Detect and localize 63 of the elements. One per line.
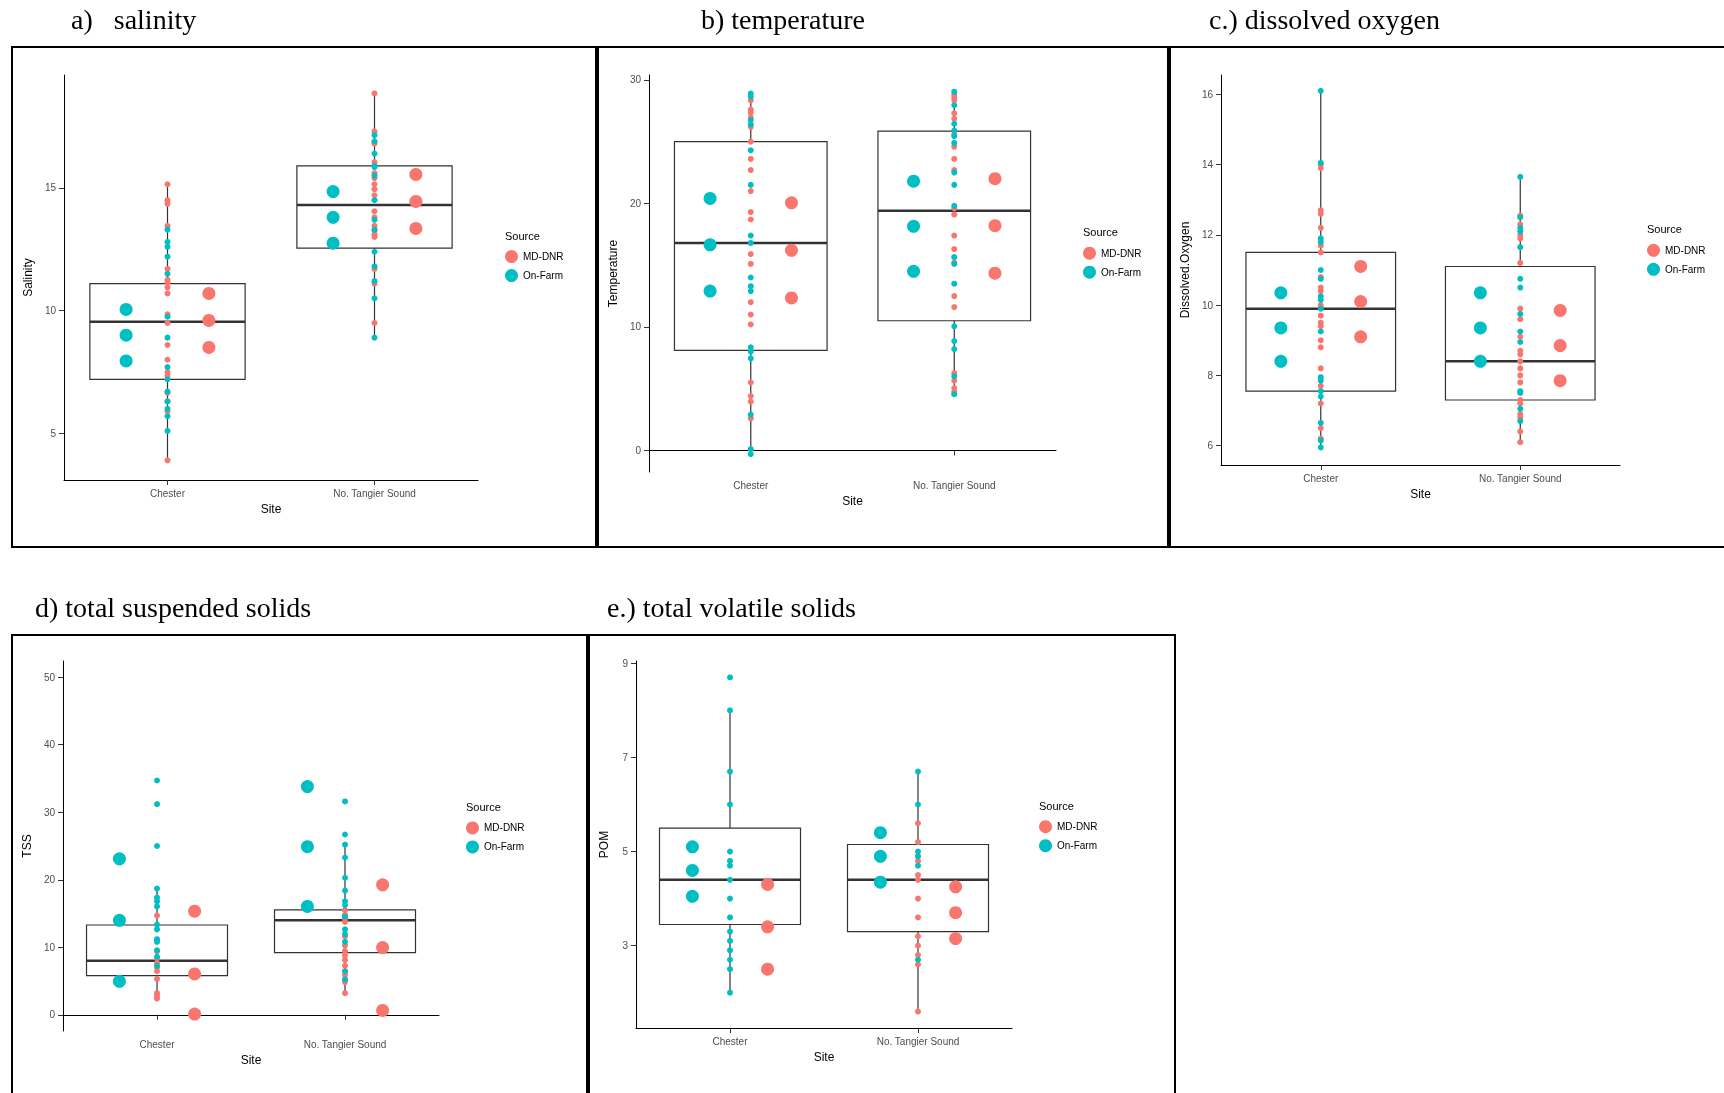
- y-tick-label: 14: [1201, 159, 1214, 171]
- y-axis-title: TSS: [20, 834, 34, 858]
- legend-title: Source: [1039, 799, 1074, 812]
- x-tick-label: No. Tangier Sound: [303, 1038, 387, 1050]
- legend-label: MD-DNR: [1101, 247, 1142, 259]
- legend-label: On-Farm: [1665, 263, 1705, 275]
- legend-title: Source: [466, 800, 501, 813]
- x-tick-label: Chester: [139, 1038, 176, 1050]
- x-tick-label: Chester: [712, 1035, 749, 1047]
- y-tick-label: 0: [635, 444, 642, 456]
- chart-title: e.) total volatile solids: [607, 592, 856, 624]
- x-tick-label: Chester: [733, 479, 769, 491]
- y-tick-label: 30: [43, 806, 56, 818]
- y-tick-label: 50: [43, 671, 56, 683]
- legend-label: MD-DNR: [1665, 244, 1706, 256]
- y-tick-label: 20: [43, 874, 56, 886]
- y-tick-label: 7: [622, 751, 629, 763]
- x-axis-title: Site: [842, 493, 864, 508]
- y-tick-label: 10: [629, 321, 642, 333]
- y-tick-label: 12: [1201, 229, 1214, 241]
- legend-label: MD-DNR: [523, 251, 564, 263]
- y-axis-title: Temperature: [606, 239, 620, 308]
- legend-label: On-Farm: [523, 270, 563, 282]
- y-tick-label: 6: [1207, 440, 1214, 452]
- x-tick-label: No. Tangier Sound: [1478, 472, 1562, 484]
- y-tick-label: 20: [629, 197, 642, 209]
- legend-title: Source: [1083, 226, 1118, 239]
- y-tick-label: 10: [43, 941, 56, 953]
- x-axis-title: Site: [260, 501, 282, 516]
- y-tick-label: 5: [50, 427, 57, 439]
- x-tick-label: No. Tangier Sound: [912, 479, 996, 491]
- legend-label: On-Farm: [1057, 840, 1097, 852]
- legend-title: Source: [1647, 223, 1682, 236]
- chart-title: b) temperature: [701, 4, 866, 36]
- legend-title: Source: [505, 229, 540, 242]
- legend-label: MD-DNR: [484, 822, 525, 834]
- y-tick-label: 15: [44, 182, 57, 194]
- y-axis-title: Salinity: [20, 258, 35, 297]
- legend-label: MD-DNR: [1057, 821, 1098, 833]
- x-tick-label: No. Tangier Sound: [333, 487, 416, 499]
- x-axis-title: Site: [813, 1049, 835, 1064]
- y-tick-label: 3: [622, 940, 629, 952]
- legend-label: On-Farm: [484, 841, 524, 853]
- y-axis-title: POM: [597, 830, 611, 859]
- x-tick-label: Chester: [149, 487, 186, 499]
- y-tick-label: 9: [622, 657, 629, 669]
- y-tick-label: 10: [1201, 299, 1214, 311]
- y-tick-label: 10: [44, 305, 57, 317]
- x-axis-title: Site: [1410, 486, 1432, 501]
- legend-label: On-Farm: [1101, 266, 1141, 278]
- x-tick-label: No. Tangier Sound: [876, 1035, 960, 1047]
- chart-title: a) salinity: [71, 4, 197, 36]
- y-tick-label: 16: [1201, 88, 1214, 100]
- chart-title: c.) dissolved oxygen: [1209, 4, 1440, 36]
- x-axis-title: Site: [240, 1052, 262, 1067]
- chart-title: d) total suspended solids: [35, 592, 312, 624]
- y-tick-label: 8: [1207, 369, 1214, 381]
- y-tick-label: 5: [622, 846, 629, 858]
- x-tick-label: Chester: [1303, 472, 1339, 484]
- y-tick-label: 0: [49, 1009, 56, 1021]
- y-axis-title: Dissolved.Oxygen: [1178, 221, 1192, 319]
- y-tick-label: 40: [43, 739, 56, 751]
- y-tick-label: 30: [629, 74, 642, 86]
